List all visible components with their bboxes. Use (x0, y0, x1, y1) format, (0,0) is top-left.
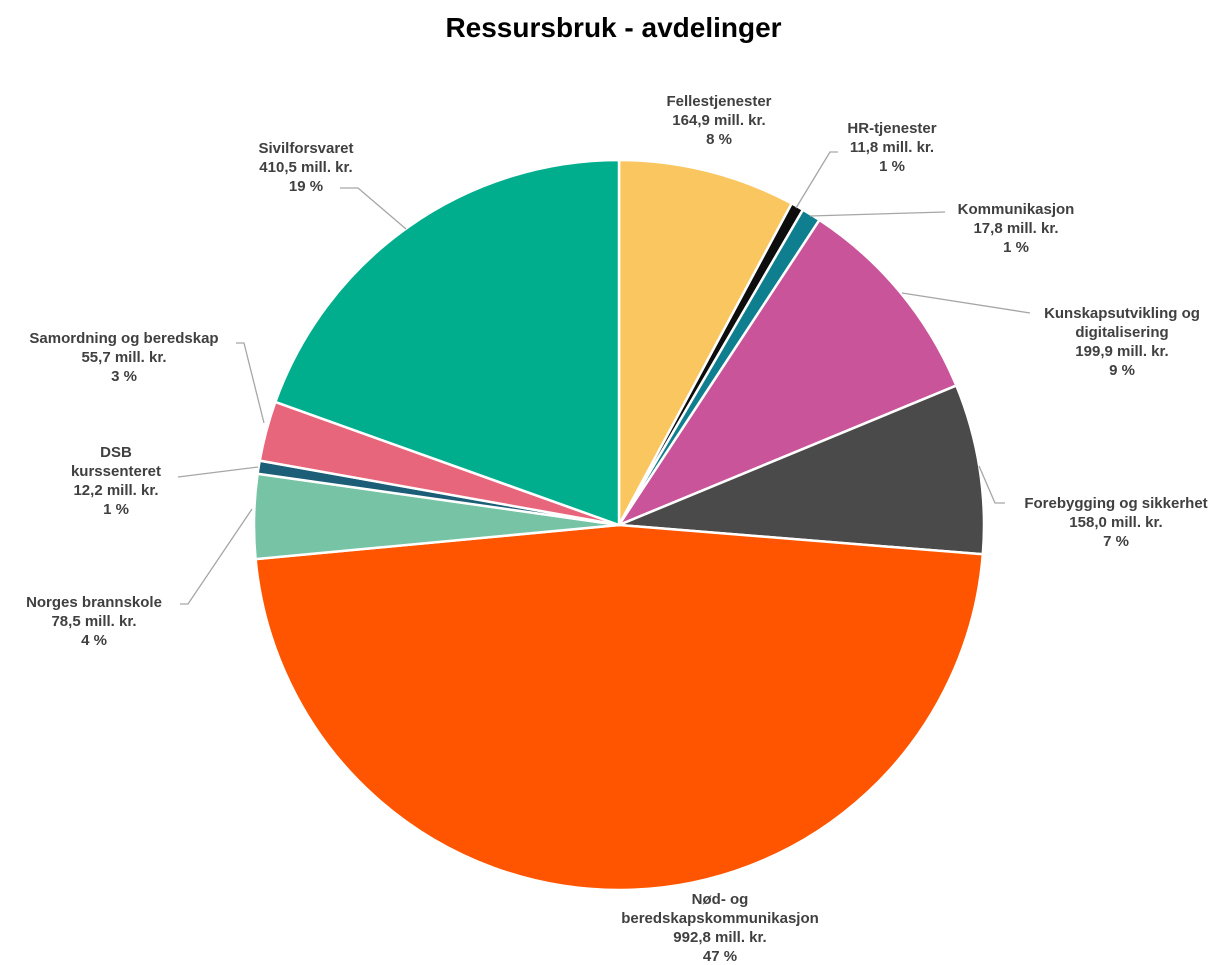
pie-slice (617, 158, 793, 527)
slice-label-line: 410,5 mill. kr. (259, 159, 352, 176)
leader-line (978, 465, 1005, 504)
slice-label: DSB kurssenteret 12,2 mill. kr. 1 % (71, 444, 161, 518)
slice-label-line: 78,5 mill. kr. (51, 613, 136, 630)
slice-label: Nød- og beredskapskommunikasjon 992,8 mill… (621, 891, 819, 965)
slice-label-line: 55,7 mill. kr. (81, 349, 166, 366)
slice-label-line: Forebygging og sikkerhet (1024, 495, 1207, 512)
slice-label-line: 47 % (703, 948, 737, 965)
slice-label-line: 19 % (289, 178, 323, 195)
slice-label-line: 1 % (879, 158, 905, 175)
leader-line (340, 187, 407, 230)
slice-label-line: HR-tjenester (847, 120, 936, 137)
slice-label-line: 17,8 mill. kr. (973, 220, 1058, 237)
slice-label-line: Norges brannskole (26, 594, 162, 611)
slice-label: HR-tjenester 11,8 mill. kr. 1 % (847, 120, 936, 175)
slice-label: Forebygging og sikkerhet 158,0 mill. kr. 7… (1024, 495, 1207, 550)
slice-labels: Fellestjenester 164,9 mill. kr. 8 % HR-tjen… (26, 93, 1208, 965)
slice-label-line: Sivilforsvaret (258, 140, 353, 157)
slice-label-line: 7 % (1103, 533, 1129, 550)
pie-slice (274, 158, 621, 527)
leader-line (236, 342, 265, 424)
slice-label-line: Nød- og (692, 891, 749, 908)
slice-label-line: 1 % (103, 501, 129, 518)
pie-slice (617, 218, 958, 527)
slice-label-line: 3 % (111, 368, 137, 385)
leader-line (901, 292, 1031, 314)
slice-label-line: 9 % (1109, 362, 1135, 379)
leader-line (180, 508, 253, 605)
chart-title: Ressursbruk - avdelinger (445, 12, 782, 43)
slice-label-line: 11,8 mill. kr. (850, 139, 934, 156)
leader-line (809, 211, 946, 217)
slice-label-line: 158,0 mill. kr. (1069, 514, 1162, 531)
leader-lines (177, 151, 1031, 605)
slice-label-line: digitalisering (1075, 324, 1168, 341)
slice-label-line: DSB (100, 444, 132, 461)
slice-label-line: Samordning og beredskap (29, 330, 218, 347)
slice-label-line: 12,2 mill. kr. (73, 482, 158, 499)
slice-label-line: kurssenteret (71, 463, 161, 480)
pie-slice (254, 523, 985, 892)
slice-label: Kommunikasjon 17,8 mill. kr. 1 % (958, 201, 1075, 256)
slice-label-line: 1 % (1003, 239, 1029, 256)
slice-label-line: beredskapskommunikasjon (621, 910, 819, 927)
slice-label-line: 992,8 mill. kr. (673, 929, 766, 946)
leader-line (177, 466, 259, 478)
slice-label-line: 4 % (81, 632, 107, 649)
slice-label: Kunskapsutvikling og digitalisering 199,9 … (1044, 305, 1200, 379)
slice-label: Sivilforsvaret 410,5 mill. kr. 19 % (258, 140, 353, 195)
slice-label-line: 199,9 mill. kr. (1075, 343, 1168, 360)
slice-label: Samordning og beredskap 55,7 mill. kr. 3 % (29, 330, 218, 385)
slice-label-line: 164,9 mill. kr. (672, 112, 765, 129)
slice-label-line: Fellestjenester (666, 93, 771, 110)
slice-label-line: Kunskapsutvikling og (1044, 305, 1200, 322)
slice-label-line: Kommunikasjon (958, 201, 1075, 218)
slice-label: Norges brannskole 78,5 mill. kr. 4 % (26, 594, 162, 649)
leader-line (795, 151, 838, 209)
pie-slices (252, 158, 986, 892)
slice-label: Fellestjenester 164,9 mill. kr. 8 % (666, 93, 771, 148)
slice-label-line: 8 % (706, 131, 732, 148)
